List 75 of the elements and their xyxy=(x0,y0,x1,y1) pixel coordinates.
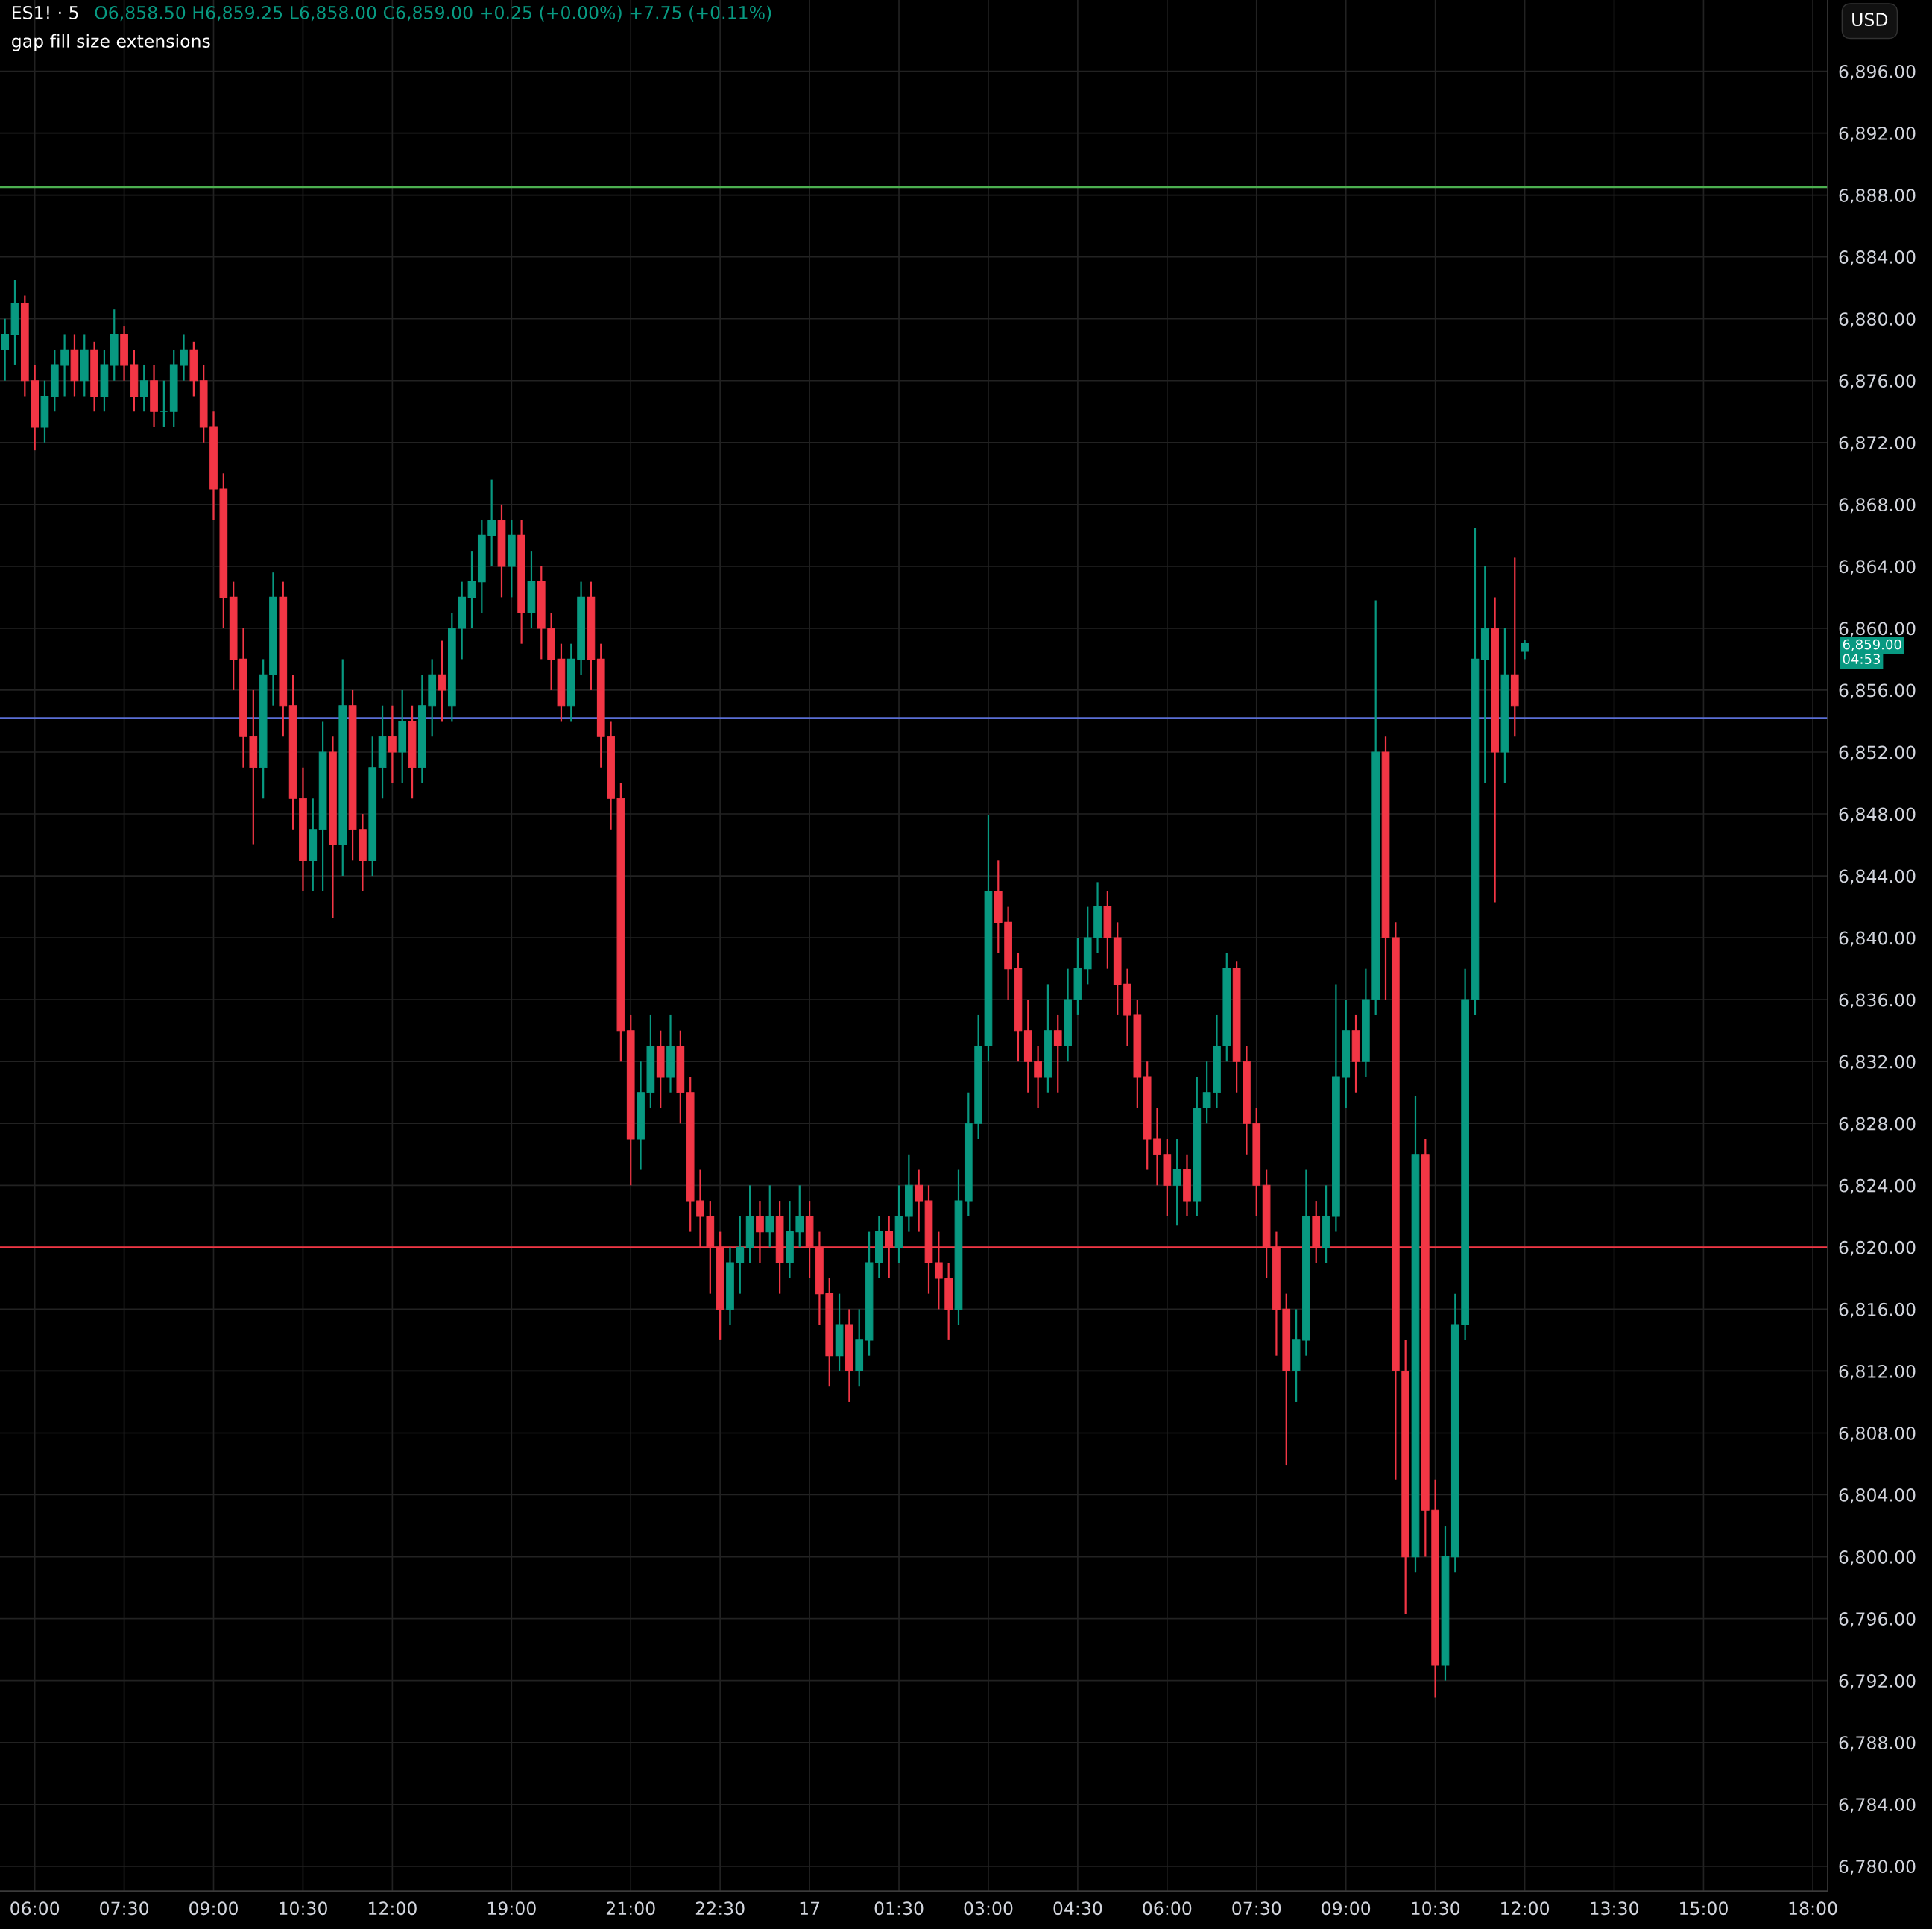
x-tick-label: 09:00 xyxy=(1322,1901,1371,1916)
x-tick-label: 15:00 xyxy=(1680,1901,1728,1916)
text: gap fill size extensions xyxy=(12,34,210,51)
y-tick-label: 6,848.00 xyxy=(1839,807,1916,823)
y-tick-label: 6,828.00 xyxy=(1839,1117,1916,1132)
x-tick-label: 06:00 xyxy=(10,1901,60,1916)
y-tick-label: 6,856.00 xyxy=(1839,683,1916,699)
y-tick-label: 6,832.00 xyxy=(1839,1055,1916,1070)
y-tick-label: 6,888.00 xyxy=(1839,189,1916,204)
y-tick-label: 6,868.00 xyxy=(1839,498,1916,514)
y-tick-label: 6,780.00 xyxy=(1839,1860,1916,1875)
x-tick-label: 19:00 xyxy=(487,1901,536,1916)
x-tick-label: 03:00 xyxy=(964,1901,1013,1916)
x-tick-label: 10:30 xyxy=(280,1901,327,1916)
y-tick-label: 6,836.00 xyxy=(1839,993,1916,1008)
chart-title: ES1! · 5 xyxy=(13,6,78,19)
x-tick-label: 13:30 xyxy=(1591,1901,1638,1916)
candlestick xyxy=(765,1184,774,1248)
annotation: O6,858.50 H6,859.25 L6,858.00 C6,859.00 +0.25 (+0.00%) +7.75 (+0.11%) xyxy=(95,5,771,22)
x-tick-label: 04:30 xyxy=(1053,1901,1102,1916)
y-tick-label: 6,824.00 xyxy=(1839,1178,1916,1195)
y-tick-label: 6,852.00 xyxy=(1839,745,1916,761)
x-tick-label: 07:30 xyxy=(1232,1901,1281,1916)
candlestick xyxy=(1034,1045,1042,1109)
y-tick-label: 6,864.00 xyxy=(1839,560,1916,575)
y-tick-label: 6,876.00 xyxy=(1839,374,1916,390)
y-tick-label: 6,896.00 xyxy=(1839,64,1916,80)
y-tick-label: 6,800.00 xyxy=(1839,1550,1916,1566)
candlestick xyxy=(915,1169,924,1233)
candlestick xyxy=(736,1215,745,1295)
candlestick xyxy=(487,479,496,567)
y-tick-label: 6,820.00 xyxy=(1839,1240,1916,1257)
y-tick-label: 6,812.00 xyxy=(1839,1364,1916,1380)
y-tick-label: 6,788.00 xyxy=(1839,1736,1916,1752)
x-tick-label: 17 xyxy=(800,1901,820,1915)
candlestick xyxy=(60,333,69,397)
y-tick-label: 6,808.00 xyxy=(1839,1426,1916,1442)
y-tick-label: 6,872.00 xyxy=(1839,436,1916,452)
y-tick-label: 6,792.00 xyxy=(1839,1674,1916,1690)
candlestick xyxy=(388,704,397,784)
y-tick-label: 6,784.00 xyxy=(1839,1798,1916,1813)
candlestick xyxy=(139,364,148,413)
x-tick-label: 21:00 xyxy=(606,1901,655,1916)
x-tick-label: 10:30 xyxy=(1412,1901,1460,1916)
x-tick-label: 12:00 xyxy=(1501,1901,1550,1916)
x-tick-label: 06:00 xyxy=(1143,1901,1192,1916)
y-tick-label: 6,884.00 xyxy=(1839,250,1916,266)
candlestick xyxy=(467,549,476,630)
candlestick xyxy=(180,333,188,382)
y-tick-label: 6,844.00 xyxy=(1839,869,1916,885)
candlestick xyxy=(1521,639,1529,660)
candlestick xyxy=(1172,1137,1181,1227)
x-tick-label: 01:30 xyxy=(874,1901,924,1916)
y-tick-label: 6,796.00 xyxy=(1839,1612,1916,1628)
candlestick xyxy=(1153,1107,1161,1187)
y-tick-label: 6,840.00 xyxy=(1839,931,1916,947)
text: 6,859.00 xyxy=(1843,639,1901,651)
x-tick-label: 09:00 xyxy=(189,1901,238,1916)
candlestick xyxy=(1053,1014,1062,1093)
x-tick-label: 12:00 xyxy=(368,1901,417,1916)
y-tick-label: 6,804.00 xyxy=(1839,1488,1916,1504)
text: 04:53 xyxy=(1843,654,1881,664)
x-tick-label: 07:30 xyxy=(100,1901,149,1916)
y-tick-label: 6,860.00 xyxy=(1839,622,1916,637)
candlestick xyxy=(1202,1061,1211,1125)
text: USD xyxy=(1852,13,1888,27)
y-tick-label: 6,816.00 xyxy=(1839,1302,1916,1319)
y-tick-label: 6,880.00 xyxy=(1839,312,1916,328)
candlestick xyxy=(438,640,446,722)
x-tick-label: 22:30 xyxy=(695,1901,745,1916)
candlestick xyxy=(795,1184,804,1248)
candlestick xyxy=(160,379,168,429)
y-tick-label: 6,892.00 xyxy=(1839,126,1916,142)
x-tick-label: 18:00 xyxy=(1789,1901,1837,1916)
candlestick xyxy=(1,318,10,382)
